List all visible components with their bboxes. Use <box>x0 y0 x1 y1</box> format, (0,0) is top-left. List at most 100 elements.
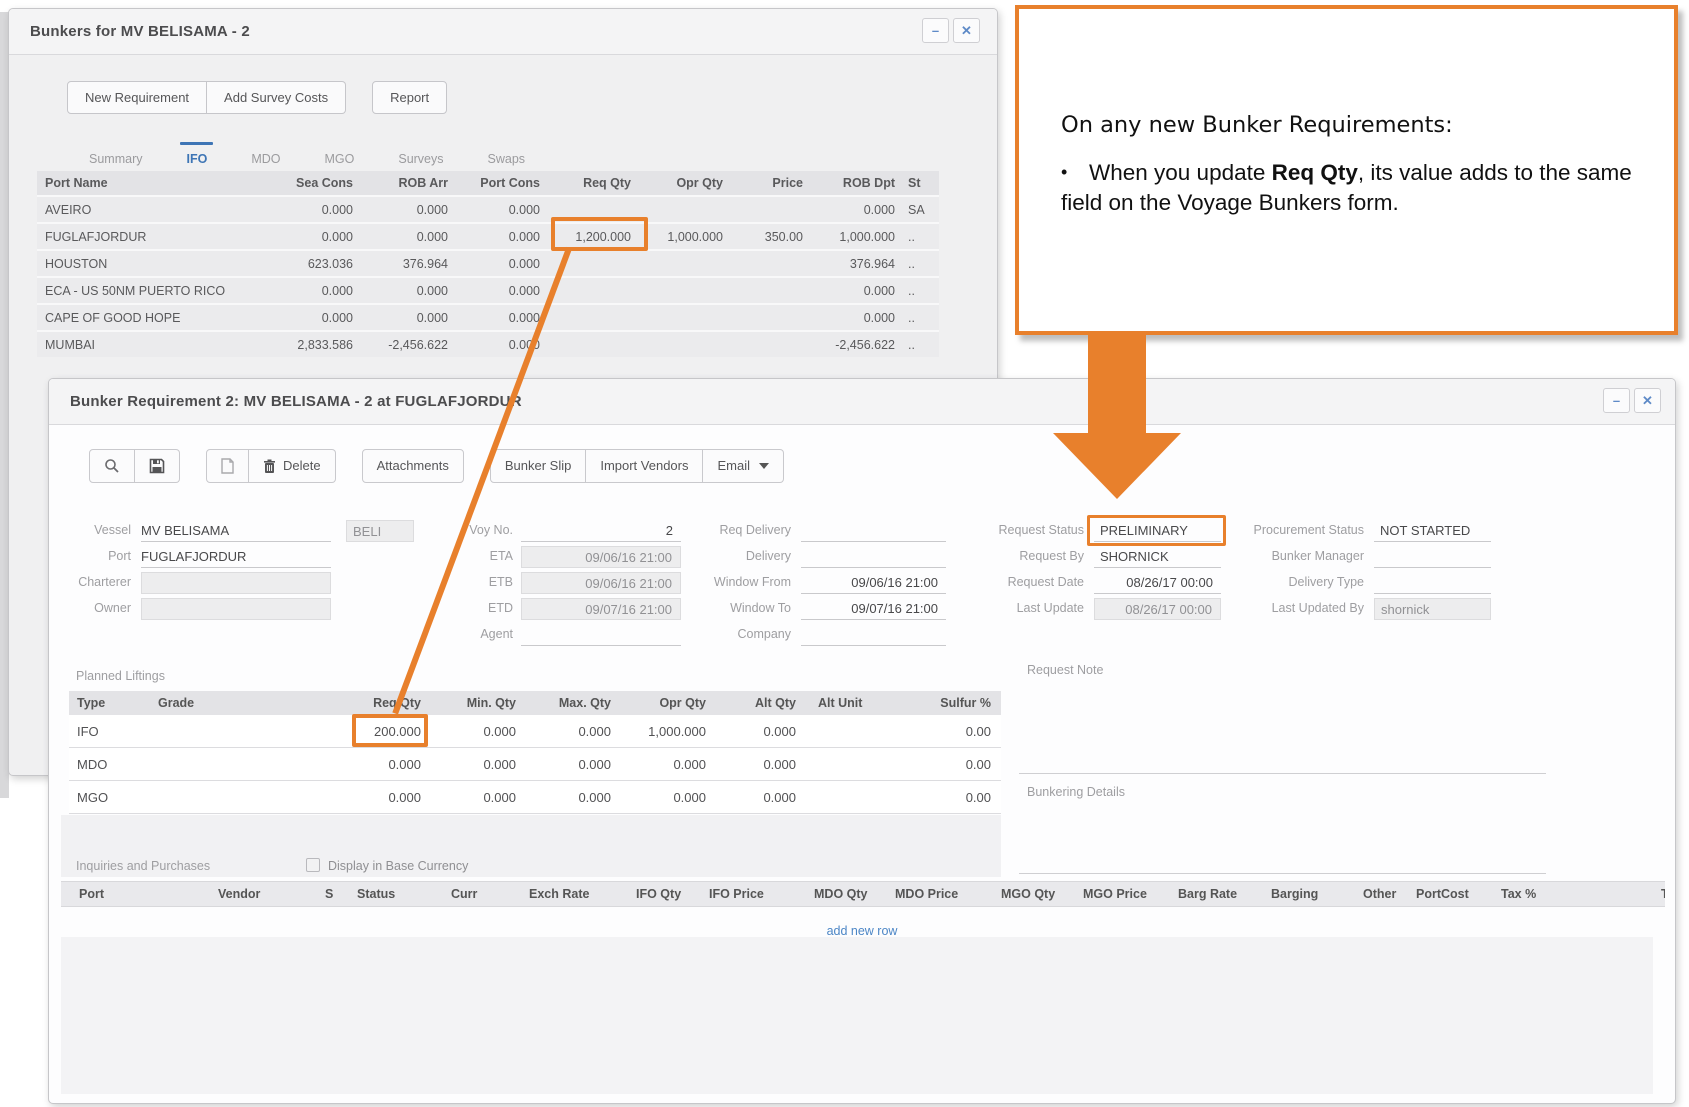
cell-sulfur: 0.00 <box>965 757 991 772</box>
cell-req-qty <box>544 305 635 330</box>
procurement-status-field[interactable]: NOT STARTED <box>1374 520 1491 542</box>
cell-min-qty: 0.000 <box>483 757 516 772</box>
request-status-field[interactable]: PRELIMINARY <box>1094 520 1221 542</box>
bunker-manager-field[interactable] <box>1374 546 1491 568</box>
col-mdo-qty: MDO Qty <box>814 887 868 901</box>
col-opr-qty: Opr Qty <box>659 696 706 710</box>
cell-port-cons: 0.000 <box>508 230 540 244</box>
lifting-row[interactable]: MDO 0.000 0.000 0.000 0.000 0.000 0.00 <box>69 748 1001 781</box>
vessel-field[interactable]: MV BELISAMA <box>141 520 331 542</box>
delivery-type-field[interactable] <box>1374 572 1491 594</box>
tab-mdo[interactable]: MDO <box>251 152 281 166</box>
lifting-row[interactable]: IFO 200.000 0.000 0.000 1,000.000 0.000 … <box>69 715 1001 748</box>
minimize-button[interactable]: – <box>922 18 949 43</box>
agent-field[interactable] <box>521 624 681 646</box>
request-note-divider <box>1019 773 1546 774</box>
col-other: Other <box>1363 887 1397 901</box>
request-status-label: Request Status <box>998 523 1084 537</box>
delete-button-label: Delete <box>283 458 321 473</box>
import-vendors-label: Import Vendors <box>600 458 689 473</box>
table-row[interactable]: CAPE OF GOOD HOPE 0.000 0.000 0.000 0.00… <box>37 303 939 330</box>
search-button[interactable] <box>89 449 135 483</box>
save-button[interactable] <box>135 449 180 483</box>
table-row[interactable]: AVEIRO 0.000 0.000 0.000 0.000 SA <box>37 195 939 222</box>
vessel-code-field: BELI <box>346 520 414 542</box>
add-new-row-link[interactable]: add new row <box>826 924 898 938</box>
tab-summary[interactable]: Summary <box>89 152 143 166</box>
cell-sulfur: 0.00 <box>965 724 991 739</box>
display-base-currency-label: Display in Base Currency <box>328 859 469 873</box>
cell-opr-qty: 0.000 <box>673 790 706 805</box>
port-field[interactable]: FUGLAFJORDUR <box>141 546 331 568</box>
tab-mgo[interactable]: MGO <box>324 152 355 166</box>
table-row[interactable]: ECA - US 50NM PUERTO RICO 0.000 0.000 0.… <box>37 276 939 303</box>
col-max-qty: Max. Qty <box>558 696 611 710</box>
email-button[interactable]: Email <box>703 449 784 483</box>
cell-price <box>727 197 807 222</box>
attachments-button-label: Attachments <box>376 458 449 473</box>
new-requirement-button[interactable]: New Requirement <box>67 81 208 114</box>
col-rob-dpt: ROB Dpt <box>842 176 895 190</box>
company-label: Company <box>737 627 792 641</box>
tab-surveys[interactable]: Surveys <box>398 152 444 166</box>
bunker-slip-button[interactable]: Bunker Slip <box>489 449 587 483</box>
cell-st: .. <box>908 311 915 325</box>
col-sea-cons: Sea Cons <box>296 176 353 190</box>
delivery-label: Delivery <box>745 549 791 563</box>
cell-req-qty <box>544 332 635 357</box>
cell-opr-qty: 1,000.000 <box>667 230 723 244</box>
request-by-field[interactable]: SHORNICK <box>1094 546 1221 568</box>
cell-alt-unit <box>806 748 891 780</box>
col-mgo-qty: MGO Qty <box>1001 887 1056 901</box>
annotation-arrow-head-icon <box>1053 433 1181 499</box>
minimize-button[interactable]: – <box>1603 388 1630 413</box>
col-mgo-price: MGO Price <box>1083 887 1147 901</box>
close-icon[interactable]: ✕ <box>1634 388 1661 413</box>
attachments-button[interactable]: Attachments <box>361 449 464 483</box>
bunkers-titlebar: Bunkers for MV BELISAMA - 2 – ✕ <box>9 9 997 55</box>
tab-ifo[interactable]: IFO <box>178 142 215 170</box>
cell-type: MGO <box>77 790 109 805</box>
highlight-box-request-status <box>1087 515 1226 546</box>
note-button[interactable] <box>206 449 249 483</box>
lifting-row[interactable]: MGO 0.000 0.000 0.000 0.000 0.000 0.00 <box>69 781 1001 814</box>
annotation-arrow <box>1088 332 1146 433</box>
bunker-manager-label: Bunker Manager <box>1271 549 1364 563</box>
voy-no-field[interactable]: 2 <box>521 520 681 542</box>
table-row[interactable]: HOUSTON 623.036 376.964 0.000 376.964 .. <box>37 249 939 276</box>
col-curr: Curr <box>451 887 478 901</box>
cell-opr-qty: 1,000.000 <box>648 724 706 739</box>
window-from-label: Window From <box>713 575 791 589</box>
window-to-label: Window To <box>730 601 791 615</box>
delete-button[interactable]: Delete <box>249 449 336 483</box>
report-button[interactable]: Report <box>372 81 448 114</box>
etd-field: 09/07/16 21:00 <box>521 598 681 620</box>
table-row[interactable]: FUGLAFJORDUR 0.000 0.000 0.000 1,200.000… <box>37 222 939 249</box>
col-price: Price <box>772 176 803 190</box>
cell-min-qty: 0.000 <box>483 724 516 739</box>
cell-alt-qty: 0.000 <box>763 757 796 772</box>
company-field[interactable] <box>801 624 946 646</box>
table-row[interactable]: MUMBAI 2,833.586 -2,456.622 0.000 -2,456… <box>37 330 939 357</box>
cell-st: .. <box>908 257 915 271</box>
close-icon[interactable]: ✕ <box>953 18 980 43</box>
cell-price: 350.00 <box>764 230 803 244</box>
window-from-field[interactable]: 09/06/16 21:00 <box>801 572 946 594</box>
req-delivery-label: Req Delivery <box>719 523 791 537</box>
background-window-edge <box>0 12 9 798</box>
owner-field <box>141 598 331 620</box>
add-survey-costs-button[interactable]: Add Survey Costs <box>207 81 347 114</box>
planned-liftings-header: Type Grade Req Qty Min. Qty Max. Qty Opr… <box>69 691 1001 715</box>
import-vendors-button[interactable]: Import Vendors <box>586 449 704 483</box>
col-barging: Barging <box>1271 887 1319 901</box>
bullet-icon: • <box>1061 162 1068 182</box>
req-delivery-field[interactable] <box>801 520 946 542</box>
request-date-field[interactable]: 08/26/17 00:00 <box>1094 572 1221 594</box>
tab-swaps[interactable]: Swaps <box>487 152 526 166</box>
charterer-label: Charterer <box>78 575 131 589</box>
window-to-field[interactable]: 09/07/16 21:00 <box>801 598 946 620</box>
display-base-currency-checkbox[interactable] <box>306 858 320 872</box>
delivery-field[interactable] <box>801 546 946 568</box>
cell-st: .. <box>908 284 915 298</box>
note-icon <box>221 458 234 474</box>
